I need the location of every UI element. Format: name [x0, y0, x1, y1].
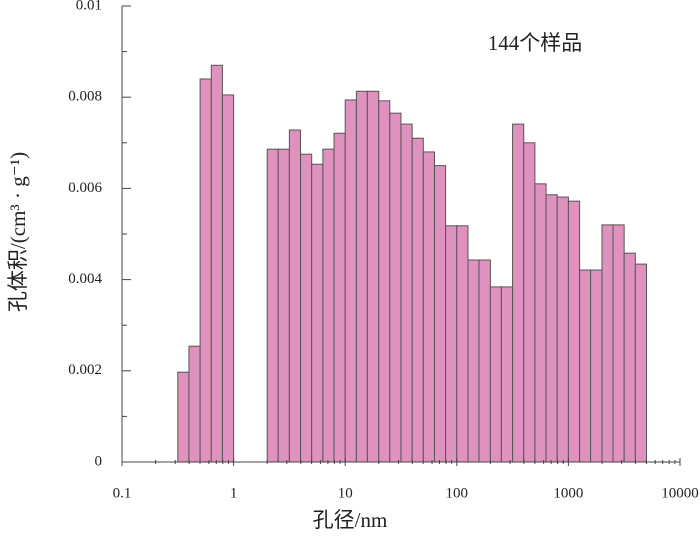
- bar: [288, 129, 302, 463]
- bar: [467, 259, 480, 463]
- annotation: 144个样品: [488, 31, 583, 55]
- y-tick-label: 0.006: [68, 180, 102, 196]
- bar: [489, 286, 502, 463]
- bar: [456, 225, 469, 463]
- bar: [601, 224, 614, 463]
- bar: [221, 94, 235, 463]
- bar: [634, 263, 648, 463]
- bar: [322, 148, 335, 463]
- bar: [623, 252, 636, 463]
- bar: [500, 286, 514, 463]
- bar: [411, 137, 424, 463]
- y-axis-label: 孔体积/(cm³ · g⁻¹): [6, 152, 30, 312]
- bar: [478, 259, 491, 463]
- bar: [590, 269, 603, 463]
- bar: [400, 123, 413, 463]
- y-tick-label: 0.002: [68, 362, 102, 378]
- bar: [177, 371, 190, 463]
- bar: [567, 200, 581, 463]
- bar: [199, 78, 212, 463]
- x-tick-label: 1: [230, 485, 238, 501]
- bar: [445, 225, 458, 463]
- y-tick-label: 0.004: [68, 271, 102, 287]
- bar: [523, 142, 536, 463]
- x-tick-label: 100: [446, 485, 469, 501]
- y-tick-label: 0.008: [68, 89, 102, 105]
- x-tick-label: 10000: [661, 485, 699, 501]
- x-tick-label: 1000: [553, 485, 583, 501]
- bar: [188, 345, 201, 463]
- bar: [556, 196, 569, 463]
- bar: [512, 123, 525, 463]
- bar: [378, 100, 391, 463]
- x-axis-label: 孔径/nm: [313, 508, 388, 532]
- bar: [612, 224, 625, 463]
- y-tick-label: 0.01: [76, 0, 102, 13]
- bar: [433, 165, 447, 463]
- bar: [311, 163, 324, 463]
- x-tick-label: 10: [338, 485, 353, 501]
- bar: [210, 64, 223, 463]
- y-tick-label: 0: [95, 453, 103, 469]
- bar: [277, 148, 290, 463]
- bar: [266, 148, 279, 463]
- x-tick-label: 0.1: [113, 485, 132, 501]
- bar: [355, 90, 368, 463]
- bar: [366, 90, 380, 463]
- bar: [300, 153, 313, 463]
- bar: [389, 112, 402, 463]
- bar: [333, 132, 346, 463]
- bar: [344, 99, 357, 463]
- bar: [579, 269, 592, 463]
- bar: [534, 183, 547, 463]
- bar: [545, 194, 558, 463]
- bar: [422, 151, 435, 463]
